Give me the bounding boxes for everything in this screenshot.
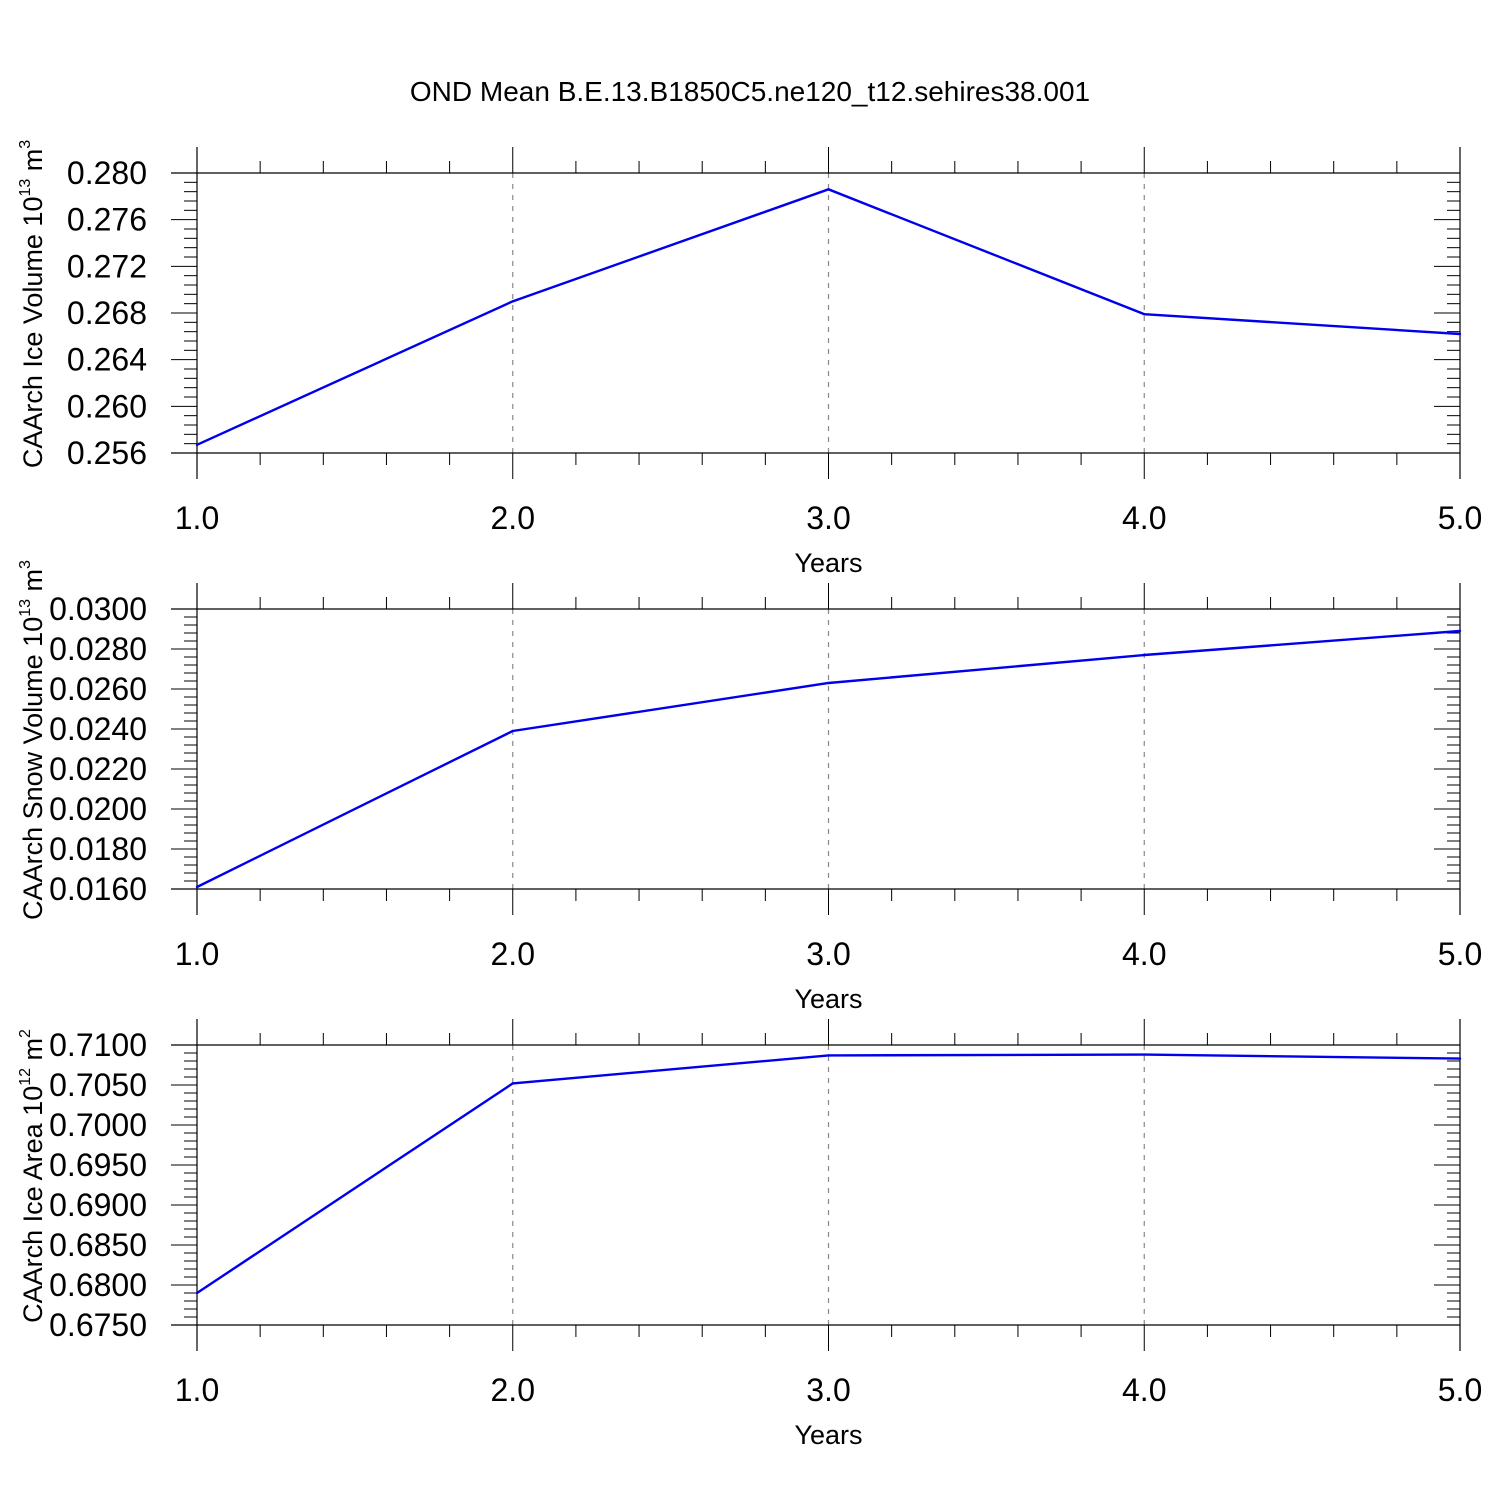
x-tick-label: 3.0	[806, 936, 850, 972]
y-tick-label: 0.272	[67, 248, 147, 284]
x-tick-label: 2.0	[491, 1372, 535, 1408]
y-tick-label: 0.6900	[49, 1187, 147, 1223]
data-point	[1458, 629, 1462, 633]
x-tick-label: 4.0	[1122, 500, 1166, 536]
data-point	[827, 681, 830, 685]
y-tick-label: 0.7000	[49, 1107, 147, 1143]
x-tick-label: 5.0	[1438, 500, 1482, 536]
x-tick-label: 4.0	[1122, 936, 1166, 972]
y-tick-label: 0.280	[67, 155, 147, 191]
data-point	[195, 1291, 199, 1295]
x-axis-label: Years	[794, 548, 862, 578]
data-point	[511, 729, 514, 733]
y-tick-label: 0.6950	[49, 1147, 147, 1183]
data-point	[195, 885, 199, 889]
y-tick-label: 0.0200	[49, 791, 147, 827]
chart-title: OND Mean B.E.13.B1850C5.ne120_t12.sehire…	[410, 76, 1090, 107]
y-axis-label: CAArch Snow Volume 1013 m3	[17, 560, 48, 920]
y-tick-label: 0.0220	[49, 751, 147, 787]
y-tick-label: 0.0260	[49, 671, 147, 707]
data-point	[1143, 1053, 1146, 1056]
x-tick-label: 4.0	[1122, 1372, 1166, 1408]
y-axis-label: CAArch Ice Area 1012 m2	[17, 1029, 48, 1323]
y-axis-label: CAArch Ice Volume 1013 m3	[17, 140, 48, 468]
data-point	[1458, 1057, 1462, 1060]
x-tick-label: 2.0	[491, 500, 535, 536]
y-tick-label: 0.6850	[49, 1227, 147, 1263]
y-tick-label: 0.0240	[49, 711, 147, 747]
data-point	[827, 1054, 830, 1057]
x-axis-label: Years	[794, 1420, 862, 1450]
x-tick-label: 3.0	[806, 500, 850, 536]
x-tick-label: 1.0	[175, 936, 219, 972]
y-tick-label: 0.6800	[49, 1267, 147, 1303]
x-tick-label: 1.0	[175, 500, 219, 536]
y-tick-label: 0.260	[67, 388, 147, 424]
y-tick-label: 0.0160	[49, 871, 147, 907]
x-axis-label: Years	[794, 984, 862, 1014]
y-tick-label: 0.7100	[49, 1027, 147, 1063]
y-tick-label: 0.6750	[49, 1307, 147, 1343]
data-point	[1458, 332, 1462, 336]
panel-1: 1.0 2.0 3.0 4.0 5.0 0.256 0.260 0.264 0.268 0.272…	[17, 140, 1482, 578]
data-point	[511, 300, 514, 303]
y-tick-label: 0.264	[67, 342, 147, 378]
y-tick-label: 0.0280	[49, 631, 147, 667]
data-point	[195, 443, 199, 447]
panel-2: 1.0 2.0 3.0 4.0 5.0 0.0160 0.0180 0.0200 0.0220 0…	[17, 560, 1482, 1014]
data-point	[1143, 653, 1146, 657]
y-tick-label: 0.268	[67, 295, 147, 331]
x-tick-label: 5.0	[1438, 936, 1482, 972]
data-point	[511, 1082, 514, 1085]
data-point	[827, 188, 830, 191]
y-tick-label: 0.276	[67, 202, 147, 238]
data-point	[1143, 312, 1146, 316]
y-tick-label: 0.0180	[49, 831, 147, 867]
y-tick-label: 0.0300	[49, 591, 147, 627]
x-tick-label: 3.0	[806, 1372, 850, 1408]
x-tick-label: 1.0	[175, 1372, 219, 1408]
x-tick-label: 2.0	[491, 936, 535, 972]
y-tick-label: 0.7050	[49, 1067, 147, 1103]
x-tick-label: 5.0	[1438, 1372, 1482, 1408]
panel-3: 1.0 2.0 3.0 4.0 5.0 0.6750 0.6800 0.6850 0.6900 0…	[17, 1019, 1482, 1450]
series-line	[196, 629, 1461, 889]
y-tick-label: 0.256	[67, 435, 147, 471]
